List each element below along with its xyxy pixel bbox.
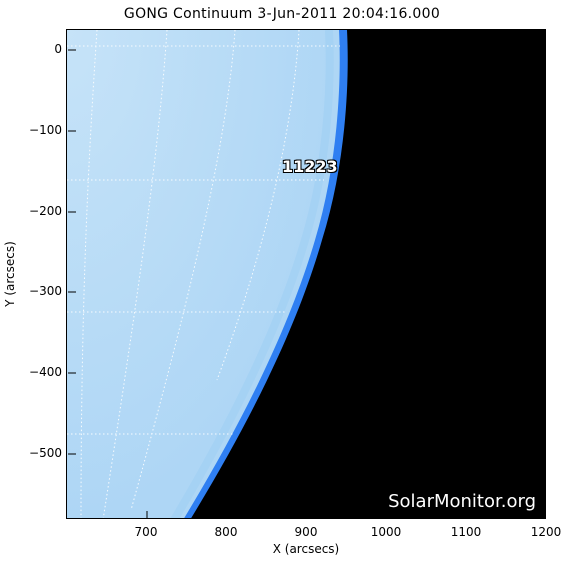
x-tick-label: 1100	[450, 525, 482, 539]
y-tick-label: 0	[54, 42, 62, 56]
y-tick-label: −500	[29, 446, 62, 460]
x-tick-label: 900	[294, 525, 318, 539]
x-tick-label: 700	[134, 525, 158, 539]
y-tick-label: −100	[29, 123, 62, 137]
y-tick-label: −200	[29, 204, 62, 218]
solar-disk	[67, 30, 340, 518]
x-tick-label: 1000	[370, 525, 402, 539]
heliographic-grid	[67, 30, 340, 518]
y-axis-label: Y (arcsecs)	[3, 241, 17, 307]
y-tick-label: −300	[29, 284, 62, 298]
solar-image-plot	[66, 29, 546, 519]
solar-disk-svg	[67, 30, 545, 518]
watermark: SolarMonitor.org	[388, 491, 536, 512]
x-tick-label: 1200	[530, 525, 562, 539]
tick-marks	[68, 49, 468, 518]
active-region-label: 11223	[282, 157, 338, 176]
limb-darkening	[170, 30, 334, 518]
x-tick-label: 800	[214, 525, 238, 539]
image-title: GONG Continuum 3-Jun-2011 20:04:16.000	[123, 6, 441, 22]
y-tick-label: −400	[29, 365, 62, 379]
x-axis-label: X (arcsecs)	[272, 542, 340, 556]
